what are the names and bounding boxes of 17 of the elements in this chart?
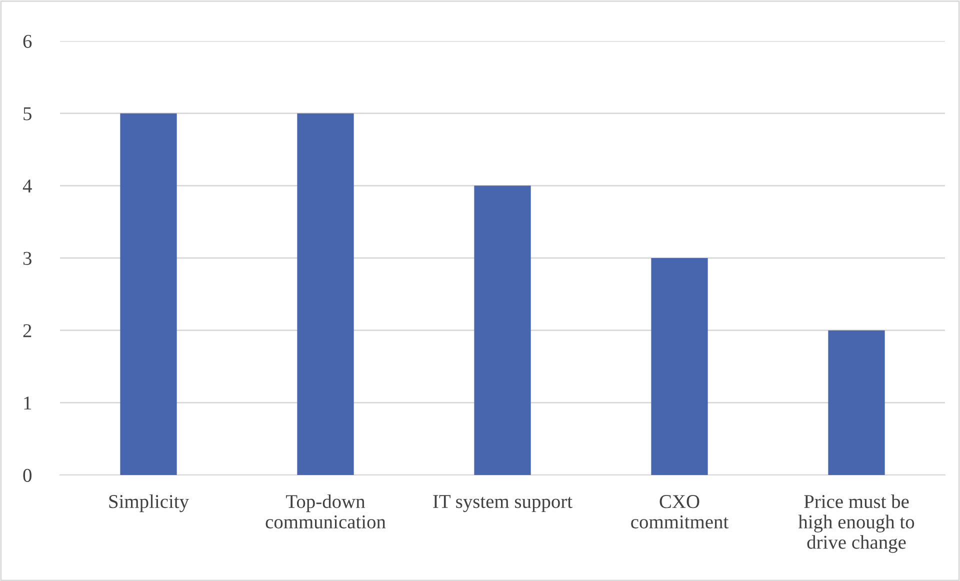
y-tick-label: 5 [24,107,32,120]
bar [474,186,531,475]
y-tick-label: 4 [22,180,32,192]
bar [651,258,708,475]
y-tick-label: 6 [23,34,32,48]
y-tick-label: 2 [23,324,32,338]
x-tick-label: Price must be high enough to drive change [798,494,914,553]
y-tick-label: 1 [24,396,32,410]
x-tick-label: CXO commitment [631,495,729,528]
x-tick-label: IT system support [433,495,572,512]
y-tick-label: 3 [23,252,32,265]
bar [120,113,177,475]
bar [828,330,885,475]
bar [297,113,354,475]
x-tick-label: Simplicity [109,494,189,512]
x-tick-label: Top-down communication [266,494,386,528]
y-tick-label: 0 [23,468,32,482]
